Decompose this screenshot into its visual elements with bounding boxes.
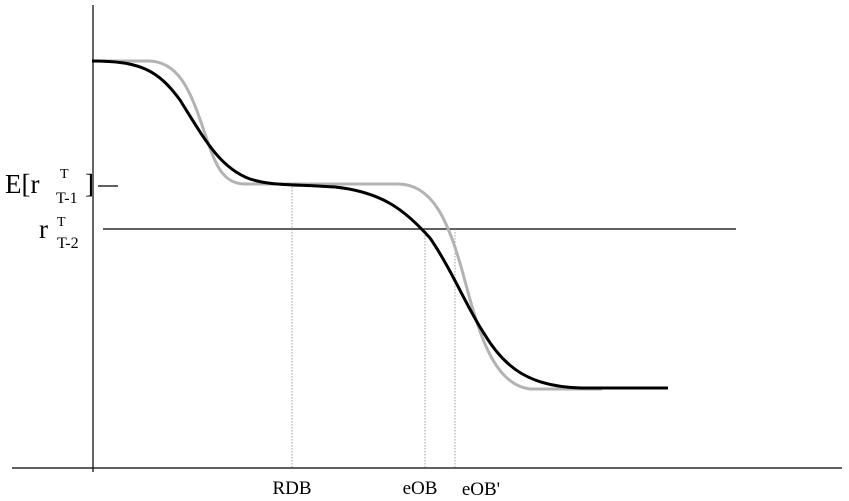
label-rdb: RDB <box>272 478 311 499</box>
label-eob-prime: eOB' <box>462 479 500 500</box>
label-r-t-2-base: r <box>39 214 48 244</box>
curve-black <box>91 59 668 390</box>
label-e-r-t-1-close: ] <box>85 169 94 199</box>
label-eob: eOB <box>403 478 438 499</box>
label-e-r-t-1-sub: T-1 <box>56 190 78 207</box>
label-e-r-t-1-base: E[r <box>5 169 39 199</box>
curve-gray <box>92 59 602 391</box>
label-e-r-t-1-sup: T <box>60 167 69 182</box>
label-r-t-2-sup: T <box>57 215 66 230</box>
label-r-t-2-sub: T-2 <box>57 235 79 252</box>
